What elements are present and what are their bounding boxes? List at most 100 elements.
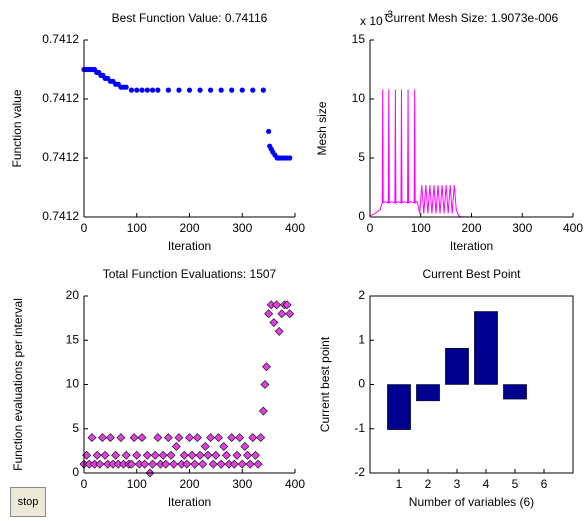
marker <box>150 450 160 460</box>
marker <box>256 433 266 443</box>
y-tick-label: 0 <box>358 377 365 391</box>
marker <box>262 362 271 372</box>
plot-area <box>81 66 293 161</box>
line <box>369 89 568 218</box>
y-tick-label: 0.7412 <box>42 209 79 223</box>
chart-title: Total Function Evaluations: 1507 <box>103 267 277 281</box>
marker <box>153 433 163 443</box>
x-tick-label: 300 <box>232 221 252 235</box>
x-tick-label: 100 <box>127 477 147 491</box>
marker <box>222 450 231 460</box>
marker <box>229 459 239 469</box>
marker <box>116 433 126 443</box>
marker <box>253 459 263 469</box>
chart-title: Current Best Point <box>422 267 521 281</box>
marker <box>218 87 224 93</box>
marker <box>111 450 121 460</box>
chart-title: Current Mesh Size: 1.9073e-006 <box>385 11 559 25</box>
marker <box>240 442 250 451</box>
marker <box>260 87 266 93</box>
x-tick-label: 4 <box>483 477 490 491</box>
x-tick-label: 200 <box>179 477 199 491</box>
marker <box>127 459 136 469</box>
marker <box>161 459 171 469</box>
marker <box>155 87 161 93</box>
marker <box>282 300 292 310</box>
marker <box>266 128 272 135</box>
x-tick-label: 0 <box>367 221 374 235</box>
marker <box>169 459 179 469</box>
x-axis-label: Number of variables (6) <box>409 495 534 509</box>
marker <box>200 442 210 451</box>
plot-area <box>369 89 568 218</box>
marker <box>269 318 279 327</box>
x-axis-label: Iteration <box>168 495 211 509</box>
marker <box>186 87 193 93</box>
y-tick-label: 0 <box>72 465 79 479</box>
x-tick-label: 200 <box>179 221 199 235</box>
marker <box>163 433 173 443</box>
chart-title: Best Function Value: 0.74116 <box>112 11 268 25</box>
marker <box>206 433 216 443</box>
marker <box>216 459 226 469</box>
marker <box>121 450 131 460</box>
marker <box>250 87 256 93</box>
marker <box>192 433 202 443</box>
marker <box>134 87 140 93</box>
marker <box>149 87 156 93</box>
y-axis-label: Function evaluations per interval <box>11 298 25 471</box>
y-axis-label: Function value <box>10 89 24 167</box>
x-tick-label: 1 <box>396 477 403 491</box>
x-tick-label: 5 <box>512 477 519 491</box>
marker <box>123 84 129 90</box>
marker <box>132 450 142 460</box>
x-tick-label: 0 <box>81 477 88 491</box>
marker <box>235 433 245 443</box>
marker <box>237 459 247 469</box>
y-tick-label: 1 <box>358 332 365 346</box>
plot-area <box>79 300 295 478</box>
axes-box <box>369 295 574 474</box>
y-tick-label: 10 <box>66 377 80 391</box>
marker <box>148 459 157 469</box>
marker <box>128 87 135 93</box>
x-tick-label: 200 <box>461 221 481 235</box>
marker <box>239 87 245 93</box>
y-tick-label: 10 <box>352 91 366 105</box>
marker <box>144 87 150 93</box>
y-tick-label: 20 <box>66 288 80 302</box>
y-tick-label: 0 <box>358 209 365 223</box>
marker <box>198 459 208 469</box>
marker <box>129 433 139 443</box>
marker <box>243 450 252 460</box>
stop-button[interactable]: stop <box>10 487 46 517</box>
marker <box>95 459 105 469</box>
y-tick-label: 2 <box>358 288 365 302</box>
x-tick-label: 6 <box>541 477 548 491</box>
x-tick-label: 300 <box>512 221 532 235</box>
marker <box>285 309 295 319</box>
marker <box>287 155 293 161</box>
y-tick-label: 5 <box>358 150 365 164</box>
marker <box>185 433 194 443</box>
x-tick-label: 100 <box>127 221 147 235</box>
y-axis-label: Current best point <box>318 336 332 432</box>
marker <box>272 300 281 310</box>
marker <box>179 450 189 460</box>
bar <box>387 384 411 430</box>
marker <box>264 309 274 319</box>
marker <box>203 450 213 460</box>
marker <box>195 450 205 460</box>
plot-area <box>387 311 527 430</box>
x-tick-label: 400 <box>563 221 583 235</box>
y-tick-label: 0.7412 <box>42 32 79 46</box>
marker <box>248 433 258 443</box>
x-tick-label: 400 <box>285 221 305 235</box>
marker <box>208 459 218 469</box>
marker <box>187 450 197 460</box>
y-tick-label: -2 <box>354 465 365 479</box>
y-exponent-power: -3 <box>384 10 393 21</box>
x-tick-label: 2 <box>425 477 432 491</box>
marker <box>166 450 176 460</box>
